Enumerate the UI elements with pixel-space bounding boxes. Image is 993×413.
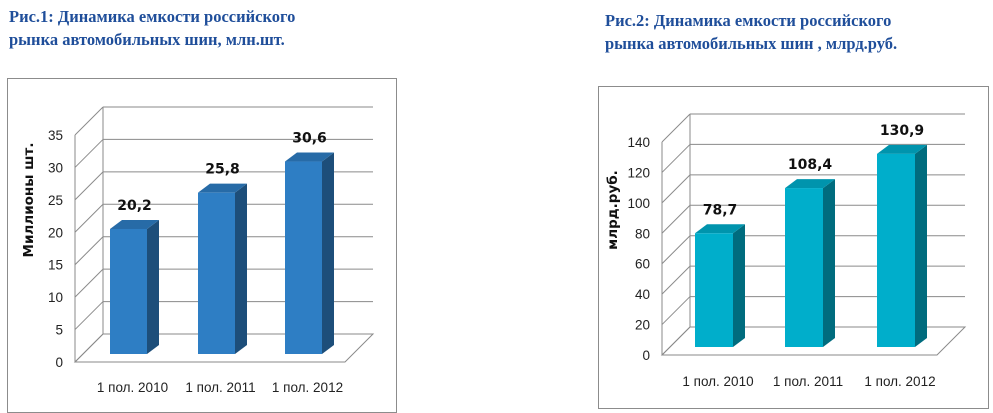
- chart1-bar: [110, 228, 147, 354]
- chart2-grid-diagonal: [661, 174, 691, 204]
- chart1-bar-side: [147, 219, 159, 354]
- chart2-bar-top: [785, 179, 835, 189]
- chart2-x-tick-label: 1 пол. 2011: [773, 374, 843, 389]
- chart1-grid-diagonal: [74, 301, 104, 330]
- chart2-y-tick-label: 40: [635, 287, 650, 302]
- chart1-y-tick-label: 30: [48, 160, 63, 175]
- chart2-grid-diagonal: [661, 265, 691, 295]
- chart2-data-label: 130,9: [880, 123, 924, 139]
- chart1-title: Рис.1: Динамика емкости российского рынк…: [9, 7, 296, 49]
- chart1-bar-side: [322, 152, 334, 354]
- chart1-bar-top: [110, 219, 159, 229]
- chart1-y-tick-label: 25: [48, 193, 63, 208]
- chart2-grid-diagonal: [661, 235, 691, 265]
- chart1-data-label: 25,8: [205, 162, 240, 178]
- chart2-y-tick-label: 120: [627, 165, 650, 180]
- chart2-y-tick-label: 100: [627, 196, 650, 211]
- chart1-y-tick-label: 35: [48, 128, 63, 143]
- chart1-x-tick-label: 1 пол. 2010: [97, 380, 168, 395]
- chart1-floor: [73, 333, 375, 363]
- chart1-bar: [198, 192, 235, 354]
- chart2-bar: [877, 153, 915, 347]
- chart1-y-tick-label: 10: [48, 290, 63, 305]
- chart2-floor: [660, 326, 967, 356]
- chart2-bar-side: [823, 179, 835, 347]
- chart1-grid-diagonal: [74, 171, 104, 201]
- chart1-grid-diagonal: [74, 139, 104, 168]
- chart2-data-label: 78,7: [703, 202, 738, 218]
- chart2-title: Рис.2: Динамика емкости российского рынк…: [605, 11, 898, 53]
- chart1-y-tick-label: 15: [48, 258, 63, 273]
- chart2-x-tick-label: 1 пол. 2012: [864, 374, 935, 389]
- chart2-y-tick-label: 140: [627, 135, 650, 150]
- chart1-grid-diagonal: [74, 106, 104, 136]
- chart2-grid-diagonal: [661, 296, 691, 325]
- chart1-x-tick-label: 1 пол. 2011: [185, 380, 255, 395]
- chart2-y-tick-label: 0: [642, 348, 650, 363]
- chart1-data-label: 30,6: [292, 131, 327, 147]
- chart2-grid-diagonal: [661, 144, 691, 173]
- chart2-bar-top: [695, 224, 745, 234]
- chart2-y-tick-label: 80: [635, 226, 650, 241]
- chart1-bar: [285, 161, 322, 354]
- chart2-bar-side: [733, 224, 745, 347]
- chart2-y-tick-label: 60: [635, 257, 650, 272]
- chart2-bar: [785, 188, 823, 347]
- chart2-x-tick-label: 1 пол. 2010: [682, 374, 753, 389]
- chart1-y-tick-label: 0: [55, 355, 63, 370]
- chart1-bar-side: [235, 183, 247, 354]
- chart2-y-tick-label: 20: [635, 318, 650, 333]
- chart1-data-label: 20,2: [117, 198, 152, 214]
- chart2-grid-diagonal: [661, 113, 691, 143]
- chart1-y-tick-label: 20: [48, 225, 63, 240]
- chart1-y-axis-label: Миллионы шт.: [21, 143, 37, 258]
- chart1-y-tick-label: 5: [55, 323, 63, 338]
- chart1-bar-top: [285, 152, 334, 162]
- chart2-data-label: 108,4: [788, 157, 833, 173]
- chart2-bar-top: [877, 144, 927, 154]
- chart2-bar: [695, 233, 733, 347]
- chart2-grid-diagonal: [661, 204, 691, 234]
- chart1-x-tick-label: 1 пол. 2012: [272, 380, 343, 395]
- chart1-grid-diagonal: [74, 236, 104, 266]
- chart1-grid-diagonal: [74, 268, 104, 298]
- chart1-bar-top: [198, 183, 247, 193]
- chart1-grid-diagonal: [74, 203, 104, 233]
- chart2-bar-side: [915, 144, 927, 347]
- chart2-y-axis-label: млрд.руб.: [605, 170, 621, 250]
